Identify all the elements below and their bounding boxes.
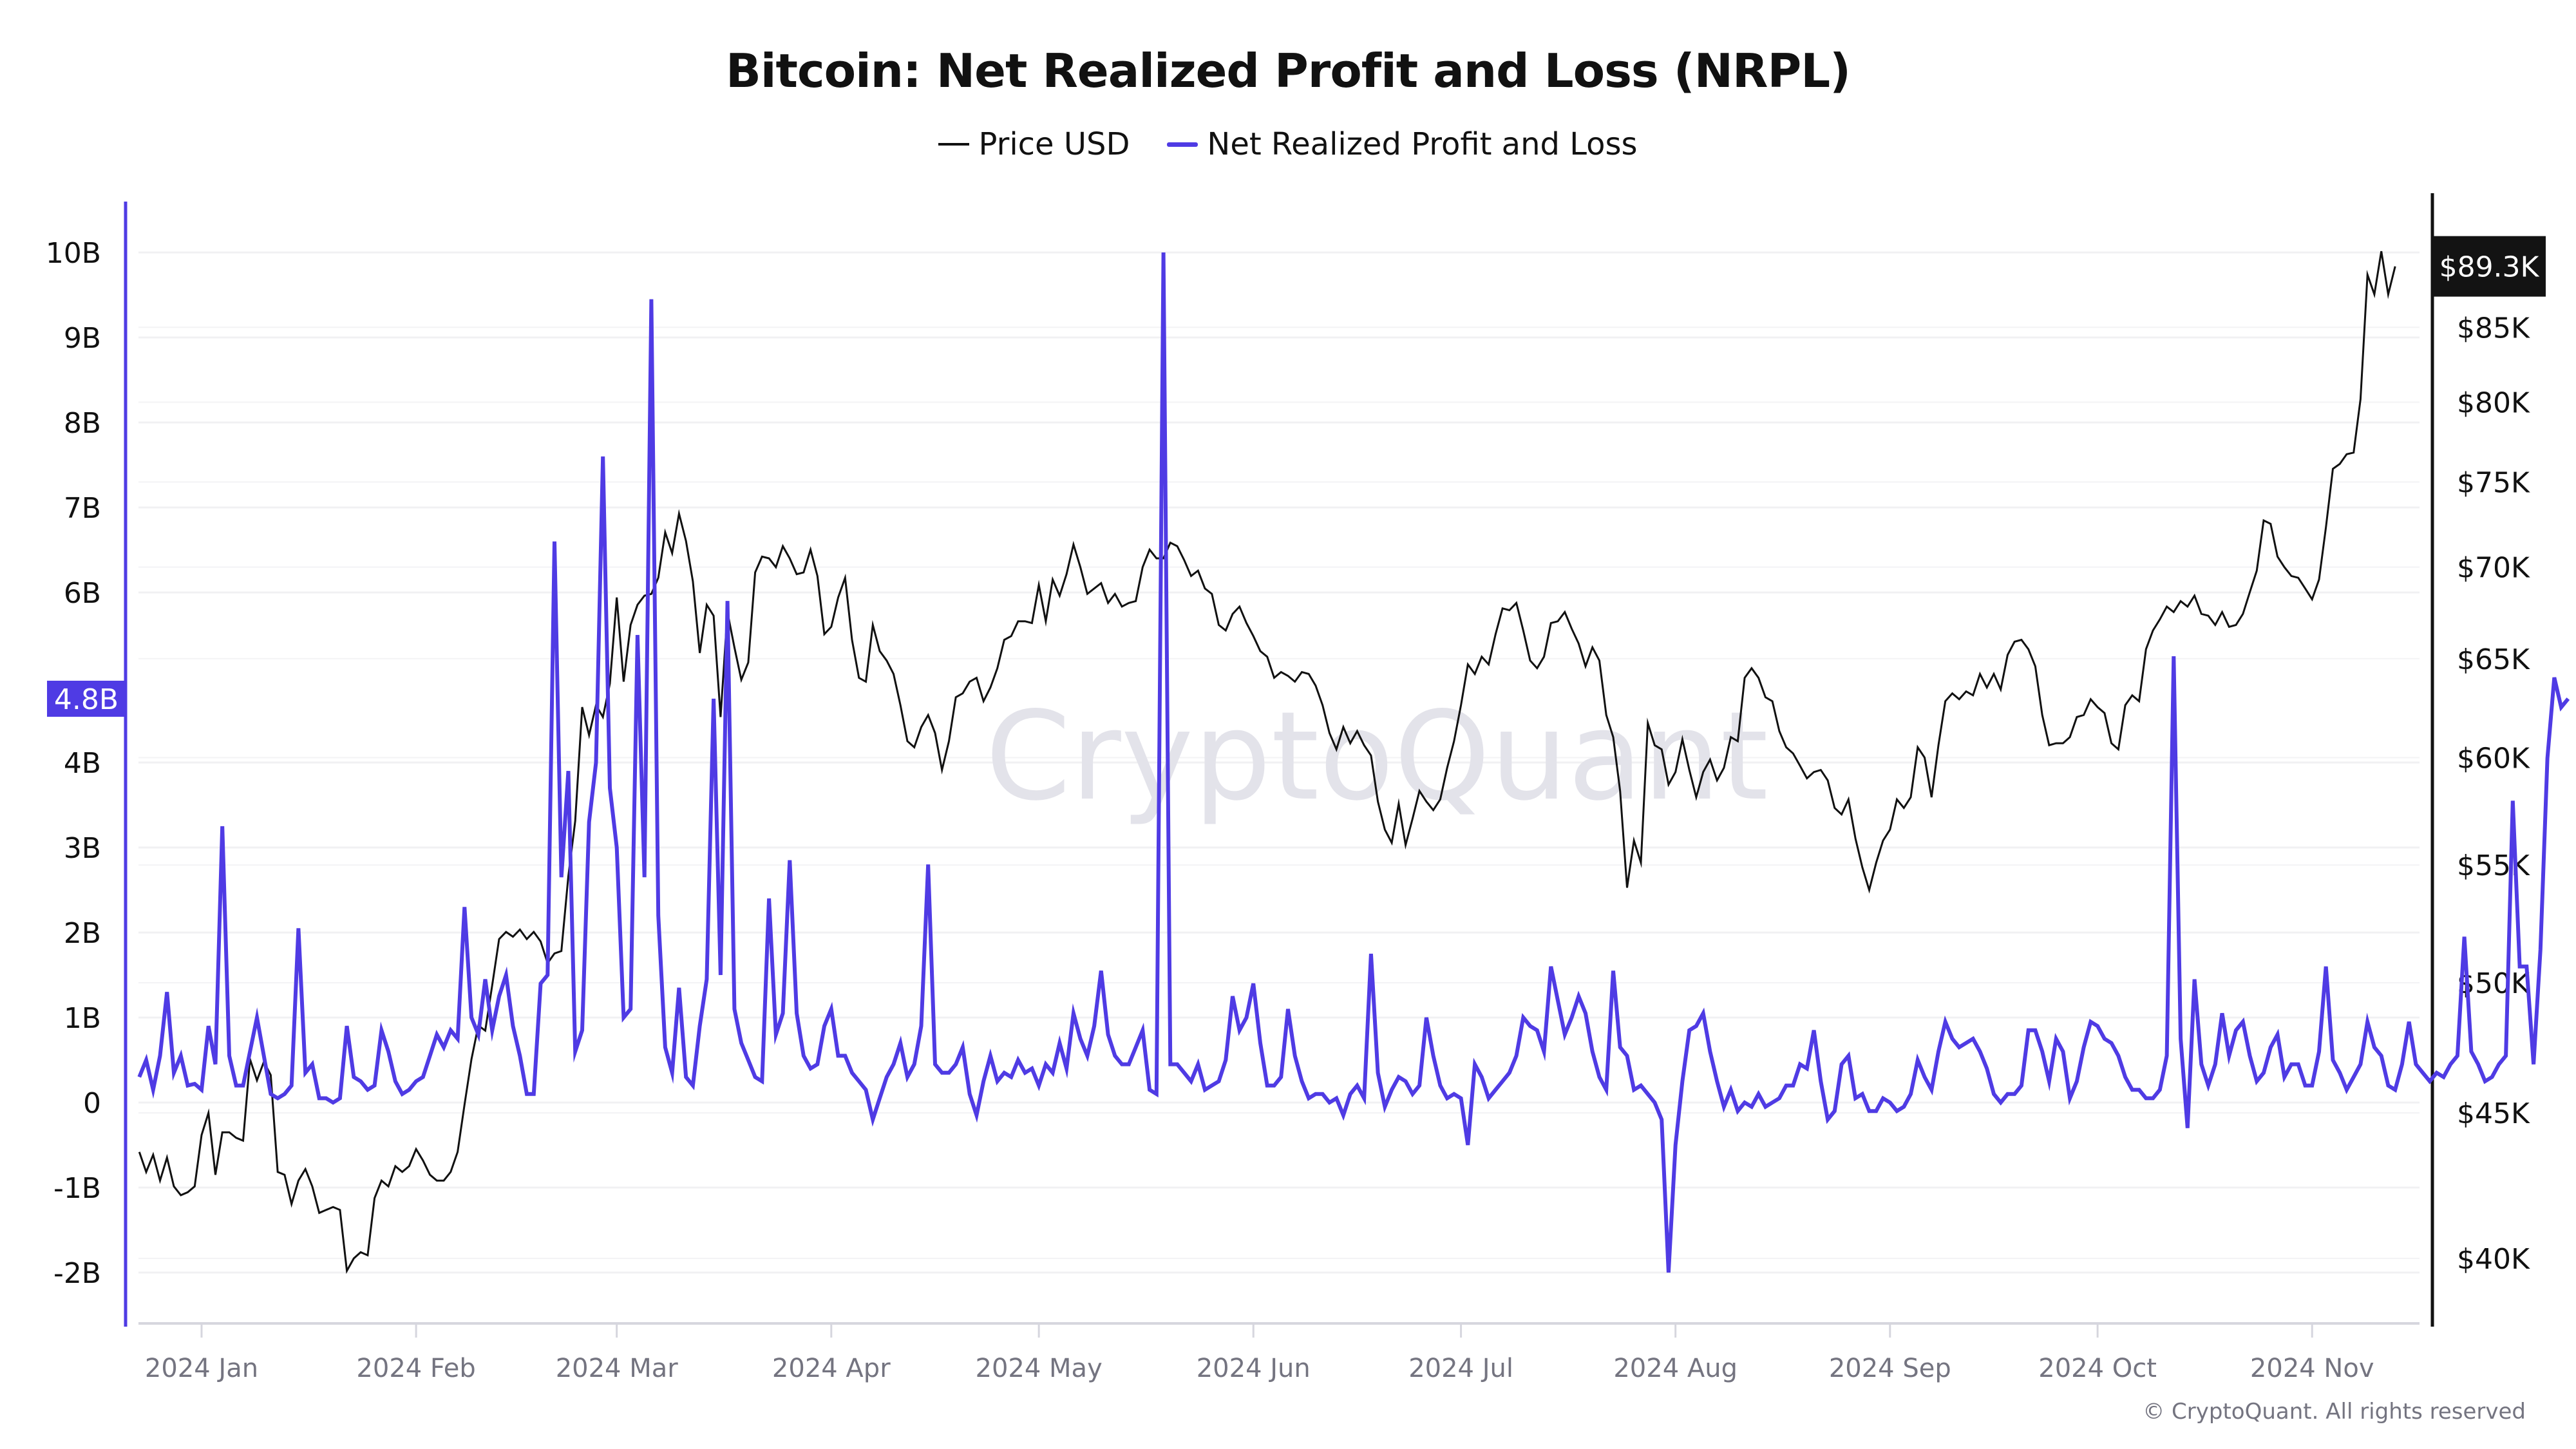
watermark: CryptoQuant [985,685,1768,828]
right-tick-label: $65K [2457,643,2530,676]
x-tick-label: 2024 Sep [1829,1354,1951,1383]
x-tick-label: 2024 Mar [556,1354,679,1383]
right-tick-label: $85K [2457,312,2530,345]
x-tick-label: 2024 Apr [772,1354,891,1383]
left-tick-label: 6B [64,577,101,610]
left-tick-label: 4B [64,747,101,780]
left-tick-label: 9B [64,322,101,355]
copyright-notice: © CryptoQuant. All rights reserved [2143,1399,2526,1425]
x-axis: 2024 Jan 2024 Feb 2024 Mar 2024 Apr 2024 May… [138,1322,2420,1383]
price-value-badge [2432,236,2546,297]
x-tick-label: 2024 Aug [1613,1354,1738,1383]
x-tick-label: 2024 Oct [2038,1354,2157,1383]
right-tick-label: $75K [2457,466,2530,499]
right-tick-label: $45K [2457,1097,2530,1130]
left-tick-label: 7B [64,492,101,525]
x-tick-label: 2024 Nov [2250,1354,2374,1383]
right-tick-label: $70K [2457,552,2530,585]
chart-title: Bitcoin: Net Realized Profit and Loss (N… [725,44,1851,98]
x-tick-label: 2024 May [976,1354,1103,1383]
legend-item-price[interactable]: Price USD [938,126,1130,162]
gridlines [138,251,2420,1274]
left-tick-label: -1B [53,1172,101,1205]
left-tick-label: 10B [46,237,101,270]
x-tick-label: 2024 Jan [145,1354,258,1383]
price-value-label: $89.3K [2439,251,2540,284]
x-tick-label: 2024 Feb [356,1354,475,1383]
right-tick-label: $60K [2457,742,2530,775]
left-tick-label: 0 [83,1087,101,1120]
left-tick-label: 3B [64,832,101,865]
left-tick-label: 8B [64,407,101,440]
nrpl-value-label: 4.8B [54,683,118,716]
legend-item-nrpl[interactable]: Net Realized Profit and Loss [1167,126,1638,162]
left-axis: 10B 9B 8B 7B 6B 4B 3B 2B 1B 0 -1B -2B [46,202,128,1327]
right-tick-label: $80K [2457,387,2530,420]
x-tick-label: 2024 Jul [1408,1354,1513,1383]
legend: Price USD Net Realized Profit and Loss [0,126,2576,162]
price-line [138,251,2396,1274]
legend-swatch-price [938,143,970,146]
nrpl-line [137,252,2570,1273]
legend-label-nrpl: Net Realized Profit and Loss [1207,126,1638,162]
series-group [137,251,2570,1274]
x-tick-label: 2024 Jun [1197,1354,1311,1383]
right-tick-label: $40K [2457,1243,2530,1276]
value-badges: 4.8B $89.3K [47,236,2546,717]
right-axis: $85K$80K$75K$70K$65K$60K$55K$50K$45K$40K [2430,193,2530,1327]
left-tick-label: 1B [64,1002,101,1035]
legend-swatch-nrpl [1167,142,1198,147]
right-tick-label: $55K [2457,849,2530,882]
legend-label-price: Price USD [978,126,1130,162]
left-tick-label: -2B [53,1257,101,1290]
left-tick-label: 2B [64,917,101,950]
nrpl-value-badge [47,681,126,717]
